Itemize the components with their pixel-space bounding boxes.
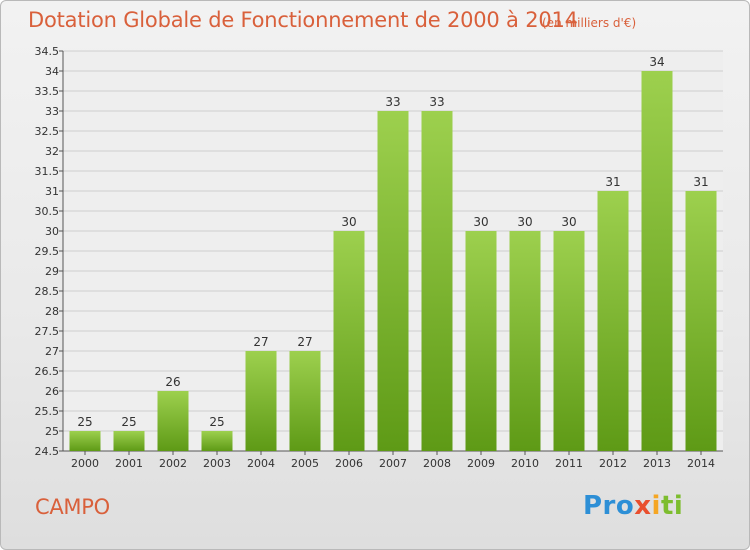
bar-2013	[641, 71, 673, 451]
bar-2004	[245, 351, 277, 451]
x-tick-label-2002: 2002	[159, 457, 187, 470]
x-tick-label-2014: 2014	[687, 457, 715, 470]
labels: 25 2000 25 2001 26 2002 25 2003 27 2004 27 2005 30 20…	[71, 55, 715, 470]
bar-2006	[333, 231, 365, 451]
x-tick-label-2011: 2011	[555, 457, 583, 470]
logo-part-2: x	[634, 491, 652, 521]
bar-2007	[377, 111, 409, 451]
y-tick-label: 24.5	[35, 445, 60, 458]
value-label-2007: 33	[385, 95, 400, 109]
y-tick-label: 30.5	[35, 205, 60, 218]
bars	[69, 71, 717, 451]
value-label-2010: 30	[517, 215, 532, 229]
y-tick-label: 25.5	[35, 405, 60, 418]
x-tick-label-2005: 2005	[291, 457, 319, 470]
y-tick-label: 31.5	[35, 165, 60, 178]
value-label-2008: 33	[429, 95, 444, 109]
bar-2000	[69, 431, 101, 451]
y-tick-label: 31	[45, 185, 59, 198]
bar-2003	[201, 431, 233, 451]
value-label-2001: 25	[121, 415, 136, 429]
x-tick-label-2003: 2003	[203, 457, 231, 470]
y-tick-label: 34.5	[35, 45, 60, 58]
proxiti-logo: Proxiti	[583, 491, 683, 521]
logo-part-1: Pro	[583, 491, 635, 521]
logo-part-4: ti	[660, 491, 684, 521]
x-tick-label-2007: 2007	[379, 457, 407, 470]
value-label-2012: 31	[605, 175, 620, 189]
y-tick-label: 27	[45, 345, 59, 358]
value-label-2002: 26	[165, 375, 180, 389]
value-label-2014: 31	[693, 175, 708, 189]
value-label-2000: 25	[77, 415, 92, 429]
bar-2010	[509, 231, 541, 451]
y-tick-label: 33	[45, 105, 59, 118]
y-tick-label: 25	[45, 425, 59, 438]
y-tick-label: 34	[45, 65, 59, 78]
y-tick-label: 33.5	[35, 85, 60, 98]
bar-2008	[421, 111, 453, 451]
bar-2011	[553, 231, 585, 451]
value-label-2003: 25	[209, 415, 224, 429]
commune-name: CAMPO	[35, 495, 110, 519]
x-tick-label-2001: 2001	[115, 457, 143, 470]
bar-2009	[465, 231, 497, 451]
y-tick-label: 27.5	[35, 325, 60, 338]
y-tick-label: 29	[45, 265, 59, 278]
value-label-2009: 30	[473, 215, 488, 229]
chart-title: Dotation Globale de Fonctionnement de 20…	[28, 8, 578, 32]
x-tick-label-2012: 2012	[599, 457, 627, 470]
x-tick-label-2000: 2000	[71, 457, 99, 470]
bar-2014	[685, 191, 717, 451]
value-label-2005: 27	[297, 335, 312, 349]
value-label-2011: 30	[561, 215, 576, 229]
y-tick-label: 29.5	[35, 245, 60, 258]
value-label-2013: 34	[649, 55, 664, 69]
x-tick-label-2008: 2008	[423, 457, 451, 470]
bar-2002	[157, 391, 189, 451]
y-tick-label: 26.5	[35, 365, 60, 378]
bar-2001	[113, 431, 145, 451]
value-label-2004: 27	[253, 335, 268, 349]
y-tick-label: 32	[45, 145, 59, 158]
chart-subtitle: (en milliers d'€)	[542, 16, 637, 30]
y-tick-label: 28	[45, 305, 59, 318]
axes: 24.5 25 25.5 26 26.5 27 27.5 28 28.5 29 29.5 30 30.5…	[35, 45, 723, 458]
x-tick-label-2009: 2009	[467, 457, 495, 470]
x-tick-label-2010: 2010	[511, 457, 539, 470]
bar-2005	[289, 351, 321, 451]
logo-part-3: i	[651, 491, 661, 521]
y-tick-label: 28.5	[35, 285, 60, 298]
x-tick-label-2013: 2013	[643, 457, 671, 470]
bar-2012	[597, 191, 629, 451]
value-label-2006: 30	[341, 215, 356, 229]
y-tick-label: 26	[45, 385, 59, 398]
x-tick-label-2004: 2004	[247, 457, 275, 470]
y-tick-label: 32.5	[35, 125, 60, 138]
x-tick-label-2006: 2006	[335, 457, 363, 470]
y-tick-label: 30	[45, 225, 59, 238]
